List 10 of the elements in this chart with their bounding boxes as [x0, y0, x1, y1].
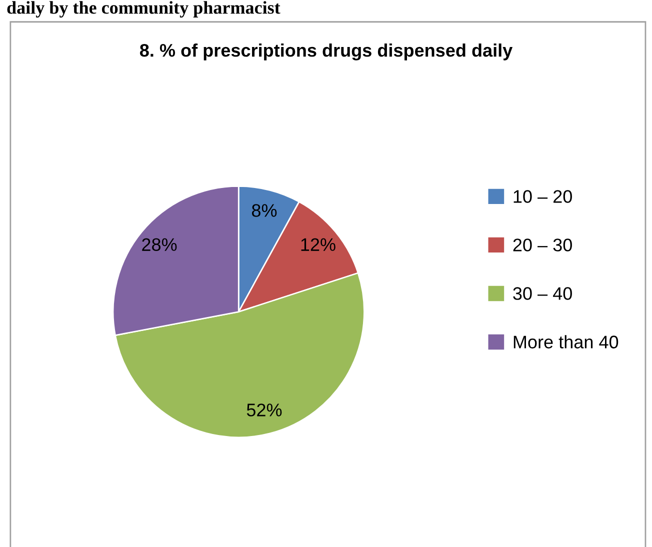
data-label: 12% — [301, 238, 336, 251]
text: daily by the community pharmacist — [7, 1, 280, 18]
legend-label: 10 – 20 — [514, 190, 572, 203]
chart-title: 8. % of prescriptions drugs dispensed daily — [140, 44, 513, 60]
data-label: 8% — [252, 204, 277, 217]
data-label: 52% — [246, 404, 282, 416]
data-label: 28% — [142, 238, 177, 251]
legend-label: More than 40 — [514, 335, 618, 348]
legend-label: 30 – 40 — [513, 287, 572, 300]
legend-label: 20 – 30 — [513, 238, 572, 252]
